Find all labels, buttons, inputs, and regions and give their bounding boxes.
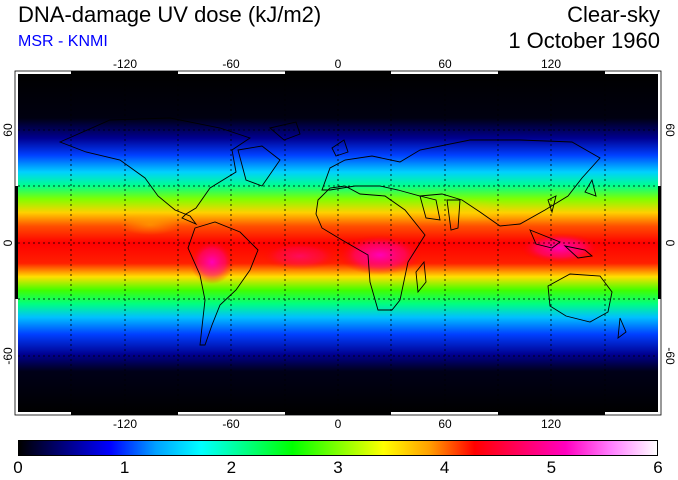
colorbar-label: 0 xyxy=(13,458,23,477)
colorbar-label: 2 xyxy=(226,458,237,477)
colorbar-label: 5 xyxy=(546,458,557,477)
colorbar-label: 1 xyxy=(119,458,130,477)
lat-tick-left: 60 xyxy=(1,123,15,137)
lon-tick-top: 0 xyxy=(335,57,342,71)
longitude-ticks-bottom: -120 -60 0 60 120 xyxy=(113,417,561,431)
lon-tick-bottom: -120 xyxy=(113,417,137,431)
lat-tick-right: -60 xyxy=(663,347,677,365)
date-label: 1 October 1960 xyxy=(508,28,660,53)
colorbar-label: 3 xyxy=(333,458,343,477)
lon-tick-top: 60 xyxy=(438,57,452,71)
sky-condition-label: Clear-sky xyxy=(567,2,660,27)
latitude-ticks-left: 60 0 -60 xyxy=(1,123,15,365)
graticule xyxy=(18,74,658,412)
map-title: DNA-damage UV dose (kJ/m2) xyxy=(18,2,322,27)
credit-label: MSR - KNMI xyxy=(18,33,108,50)
lon-tick-top: -60 xyxy=(222,57,240,71)
lon-tick-top: 120 xyxy=(541,57,561,71)
lon-tick-bottom: -60 xyxy=(222,417,240,431)
latitude-ticks-right: 60 0 -60 xyxy=(663,123,677,365)
longitude-ticks-top: -120 -60 0 60 120 xyxy=(113,57,561,71)
lon-tick-bottom: 120 xyxy=(541,417,561,431)
map-frame xyxy=(14,70,662,416)
lon-tick-bottom: 60 xyxy=(438,417,452,431)
uv-hotspots xyxy=(120,198,600,284)
lat-tick-right: 0 xyxy=(663,240,677,247)
colorbar-label: 6 xyxy=(653,458,663,477)
colorbar xyxy=(18,440,658,456)
lon-tick-bottom: 0 xyxy=(335,417,342,431)
lat-tick-left: 0 xyxy=(1,239,15,246)
lon-tick-top: -120 xyxy=(113,57,137,71)
lat-tick-right: 60 xyxy=(663,123,677,137)
colorbar-label: 4 xyxy=(439,458,450,477)
lat-tick-left: -60 xyxy=(1,347,15,365)
